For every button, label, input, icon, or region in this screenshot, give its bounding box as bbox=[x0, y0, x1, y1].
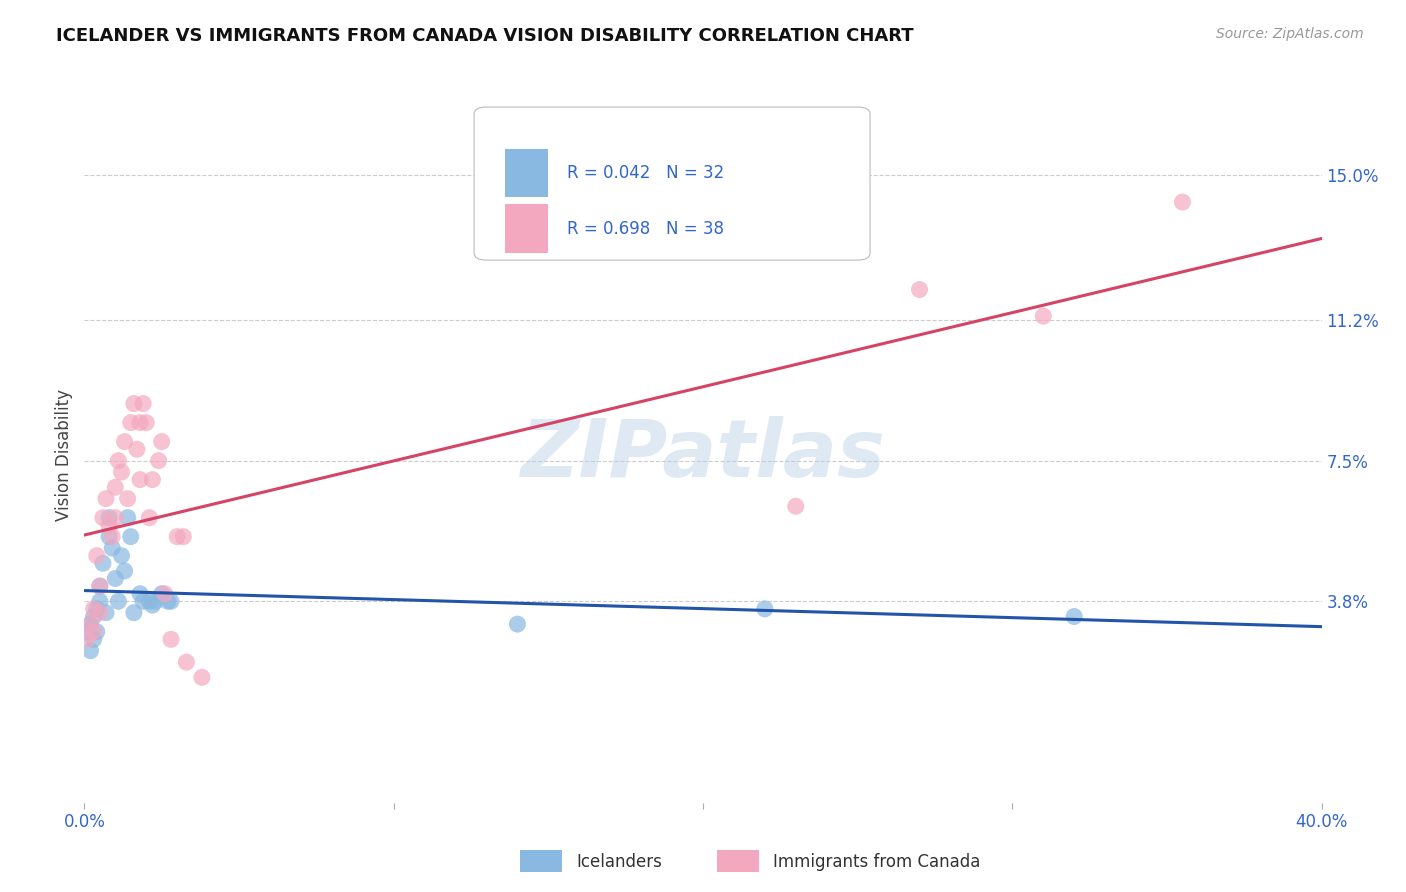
Point bbox=[129, 416, 152, 430]
Point bbox=[132, 396, 155, 410]
Point bbox=[156, 594, 179, 608]
Point bbox=[153, 587, 176, 601]
Point bbox=[122, 396, 145, 410]
Point bbox=[506, 617, 529, 632]
FancyBboxPatch shape bbox=[474, 107, 870, 260]
Point bbox=[1032, 309, 1054, 323]
Point bbox=[76, 632, 98, 647]
Point bbox=[104, 510, 127, 524]
Point bbox=[122, 606, 145, 620]
Point bbox=[83, 602, 105, 616]
FancyBboxPatch shape bbox=[505, 204, 548, 253]
Point bbox=[908, 283, 931, 297]
Point bbox=[117, 510, 139, 524]
Point bbox=[125, 442, 148, 457]
Point bbox=[98, 510, 121, 524]
Text: R = 0.698   N = 38: R = 0.698 N = 38 bbox=[567, 219, 724, 238]
Point bbox=[79, 644, 101, 658]
Text: ZIPatlas: ZIPatlas bbox=[520, 416, 886, 494]
Point bbox=[79, 617, 101, 632]
Text: Source: ZipAtlas.com: Source: ZipAtlas.com bbox=[1216, 27, 1364, 41]
Y-axis label: Vision Disability: Vision Disability bbox=[55, 389, 73, 521]
Point bbox=[107, 453, 129, 467]
Point bbox=[91, 510, 114, 524]
Point bbox=[141, 473, 163, 487]
Point bbox=[138, 594, 160, 608]
Point bbox=[785, 500, 807, 514]
Point bbox=[104, 480, 127, 494]
Point bbox=[138, 510, 160, 524]
Point bbox=[86, 602, 108, 616]
Point bbox=[150, 587, 173, 601]
Point bbox=[89, 579, 111, 593]
Point bbox=[98, 530, 121, 544]
Point bbox=[76, 624, 98, 639]
Point bbox=[160, 632, 183, 647]
Text: ICELANDER VS IMMIGRANTS FROM CANADA VISION DISABILITY CORRELATION CHART: ICELANDER VS IMMIGRANTS FROM CANADA VISI… bbox=[56, 27, 914, 45]
Point bbox=[89, 594, 111, 608]
Point bbox=[117, 491, 139, 506]
Point bbox=[98, 518, 121, 533]
Point bbox=[160, 594, 183, 608]
Point bbox=[94, 606, 117, 620]
Point bbox=[83, 609, 105, 624]
Point bbox=[83, 624, 105, 639]
Point bbox=[191, 670, 214, 684]
Point bbox=[120, 530, 142, 544]
Point bbox=[101, 541, 124, 555]
Point bbox=[120, 416, 142, 430]
Point bbox=[101, 530, 124, 544]
Point bbox=[145, 594, 167, 608]
Point bbox=[148, 453, 170, 467]
Point bbox=[107, 594, 129, 608]
Point bbox=[1063, 609, 1085, 624]
Point bbox=[91, 556, 114, 570]
Point bbox=[135, 416, 157, 430]
Text: Icelanders: Icelanders bbox=[576, 853, 662, 871]
Point bbox=[166, 530, 188, 544]
Point bbox=[150, 434, 173, 449]
Point bbox=[104, 572, 127, 586]
Point bbox=[132, 594, 155, 608]
Point bbox=[110, 465, 132, 479]
Point bbox=[176, 655, 198, 669]
Point bbox=[79, 617, 101, 632]
Text: R = 0.042   N = 32: R = 0.042 N = 32 bbox=[567, 164, 724, 182]
Point bbox=[86, 549, 108, 563]
Point bbox=[114, 564, 136, 578]
Point bbox=[754, 602, 776, 616]
Point bbox=[114, 434, 136, 449]
Point bbox=[89, 579, 111, 593]
Point bbox=[141, 598, 163, 612]
Point bbox=[86, 624, 108, 639]
Point bbox=[89, 606, 111, 620]
Text: Immigrants from Canada: Immigrants from Canada bbox=[773, 853, 980, 871]
Point bbox=[83, 632, 105, 647]
Point bbox=[110, 549, 132, 563]
Point bbox=[172, 530, 194, 544]
Point bbox=[129, 587, 152, 601]
FancyBboxPatch shape bbox=[505, 149, 548, 197]
Point bbox=[129, 473, 152, 487]
Point bbox=[1171, 195, 1194, 210]
Point bbox=[94, 491, 117, 506]
